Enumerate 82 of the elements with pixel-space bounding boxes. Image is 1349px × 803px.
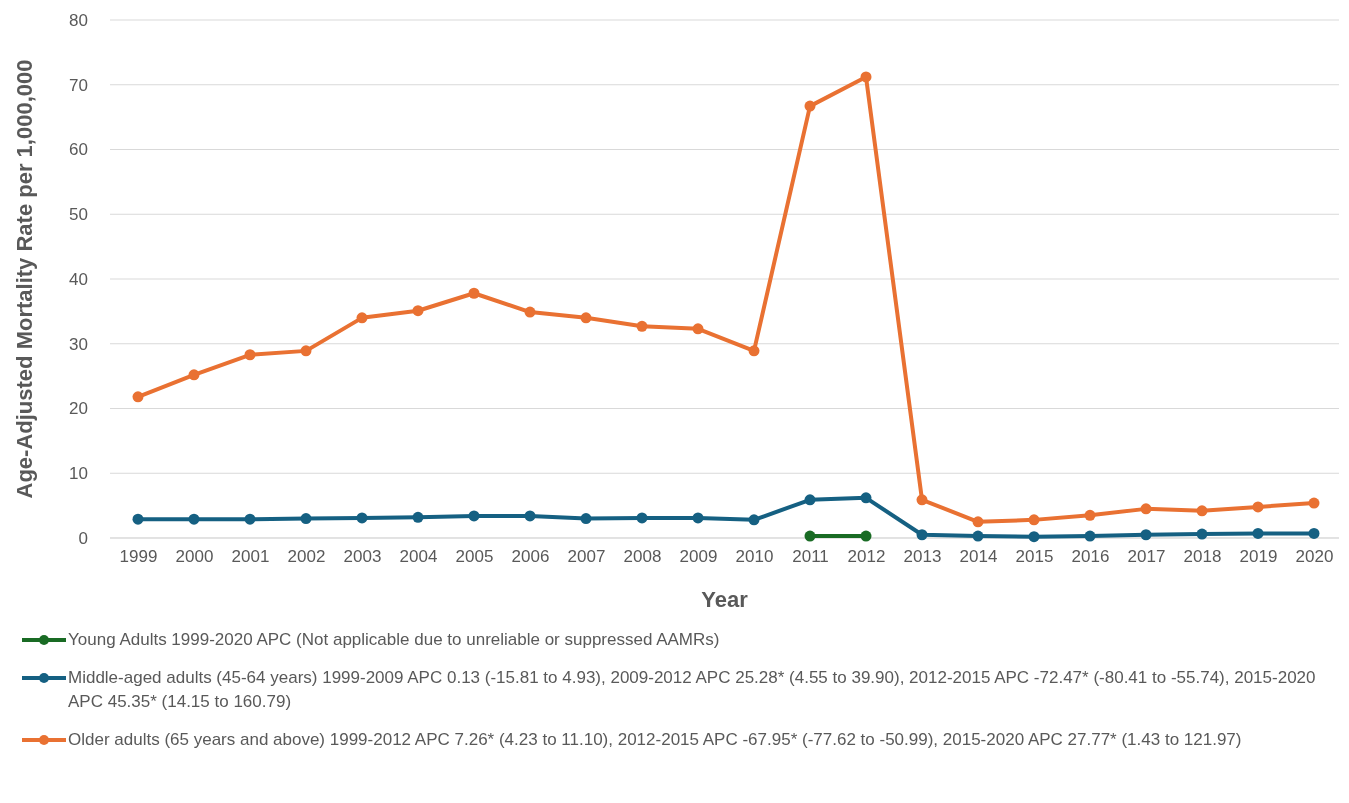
y-tick-label: 0 xyxy=(78,528,88,548)
x-tick-label: 2018 xyxy=(1183,547,1222,567)
x-tick-label: 2014 xyxy=(959,547,998,567)
point xyxy=(972,516,984,528)
point xyxy=(916,529,928,541)
point xyxy=(356,312,368,324)
point xyxy=(860,530,872,542)
y-tick-label: 30 xyxy=(69,334,88,354)
x-tick-label: 2019 xyxy=(1239,547,1278,567)
x-tick-label: 2015 xyxy=(1015,547,1054,567)
point xyxy=(244,513,256,525)
point xyxy=(636,512,648,524)
x-tick-label: 2002 xyxy=(287,547,326,567)
legend-label: Older adults (65 years and above) 1999-2012 APC 7.26* (4.23 to 11.10), 2012-2015 APC -67.95* (-77.62 to -50.99), 2015-2020 APC 27.77* (1.43 to 121.97) xyxy=(68,729,1242,751)
point xyxy=(804,530,816,542)
point xyxy=(1196,528,1208,540)
point xyxy=(580,513,592,525)
point xyxy=(580,312,592,324)
point xyxy=(636,320,648,332)
y-axis-title: Age-Adjusted Mortality Rate per 1,000,000 xyxy=(12,59,37,499)
x-tick-label: 2013 xyxy=(903,547,942,567)
point xyxy=(692,323,704,335)
x-axis-title: Year xyxy=(701,587,749,612)
point xyxy=(1028,514,1040,526)
y-tick-label: 20 xyxy=(69,399,88,419)
point xyxy=(1196,505,1208,517)
point xyxy=(468,287,480,299)
point xyxy=(748,514,760,526)
x-tick-label: 2020 xyxy=(1295,547,1334,567)
point xyxy=(1084,530,1096,542)
x-tick-label: 2009 xyxy=(679,547,718,567)
point xyxy=(804,494,816,506)
point xyxy=(132,513,144,525)
point xyxy=(244,349,256,361)
x-tick-label: 2010 xyxy=(735,547,774,567)
point xyxy=(916,494,928,506)
point xyxy=(860,492,872,504)
y-tick-label: 40 xyxy=(69,269,88,289)
point xyxy=(1028,531,1040,543)
point xyxy=(524,306,536,318)
y-tick-label: 10 xyxy=(69,464,88,484)
point xyxy=(300,513,312,525)
point xyxy=(1252,527,1264,539)
x-tick-label: 2001 xyxy=(231,547,270,567)
point xyxy=(804,100,816,112)
x-tick-label: 2005 xyxy=(455,547,494,567)
point xyxy=(1252,501,1264,513)
point xyxy=(1308,527,1320,539)
x-tick-label: 2016 xyxy=(1071,547,1110,567)
x-tick-label: 2007 xyxy=(567,547,606,567)
y-tick-label: 80 xyxy=(69,10,88,30)
point xyxy=(1308,497,1320,509)
x-tick-label: 2012 xyxy=(847,547,886,567)
point xyxy=(188,369,200,381)
y-tick-label: 50 xyxy=(69,205,88,225)
x-tick-label: 2000 xyxy=(175,547,214,567)
point xyxy=(468,510,480,522)
legend-label: Young Adults 1999-2020 APC (Not applicable due to unreliable or suppressed AAMRs) xyxy=(68,629,720,651)
x-tick-label: 2011 xyxy=(792,547,829,567)
point xyxy=(132,391,144,403)
x-tick-label: 1999 xyxy=(119,547,158,567)
x-tick-label: 2008 xyxy=(623,547,662,567)
point xyxy=(1140,529,1152,541)
point xyxy=(972,530,984,542)
point xyxy=(412,511,424,523)
x-tick-label: 2004 xyxy=(399,547,438,567)
y-tick-label: 70 xyxy=(69,75,88,95)
point xyxy=(1084,509,1096,521)
x-tick-label: 2003 xyxy=(343,547,382,567)
point xyxy=(300,345,312,357)
point xyxy=(748,345,760,357)
x-tick-label: 2017 xyxy=(1127,547,1166,567)
point xyxy=(188,513,200,525)
point xyxy=(1140,503,1152,515)
point xyxy=(692,512,704,524)
point xyxy=(860,71,872,83)
point xyxy=(524,510,536,522)
point xyxy=(412,305,424,317)
y-tick-label: 60 xyxy=(69,140,88,160)
legend-label: Middle-aged adults (45-64 years) 1999-2009 APC 0.13 (-15.81 to 4.93), 2009-2012 APC 25.28* (4.55 to 39.90), 2012-2015 APC -72.47* (-80.41 to -55.74), 2015-2020 APC 45.35* (14.15 to 160.79) xyxy=(68,667,1317,713)
x-tick-label: 2006 xyxy=(511,547,550,567)
point xyxy=(356,512,368,524)
